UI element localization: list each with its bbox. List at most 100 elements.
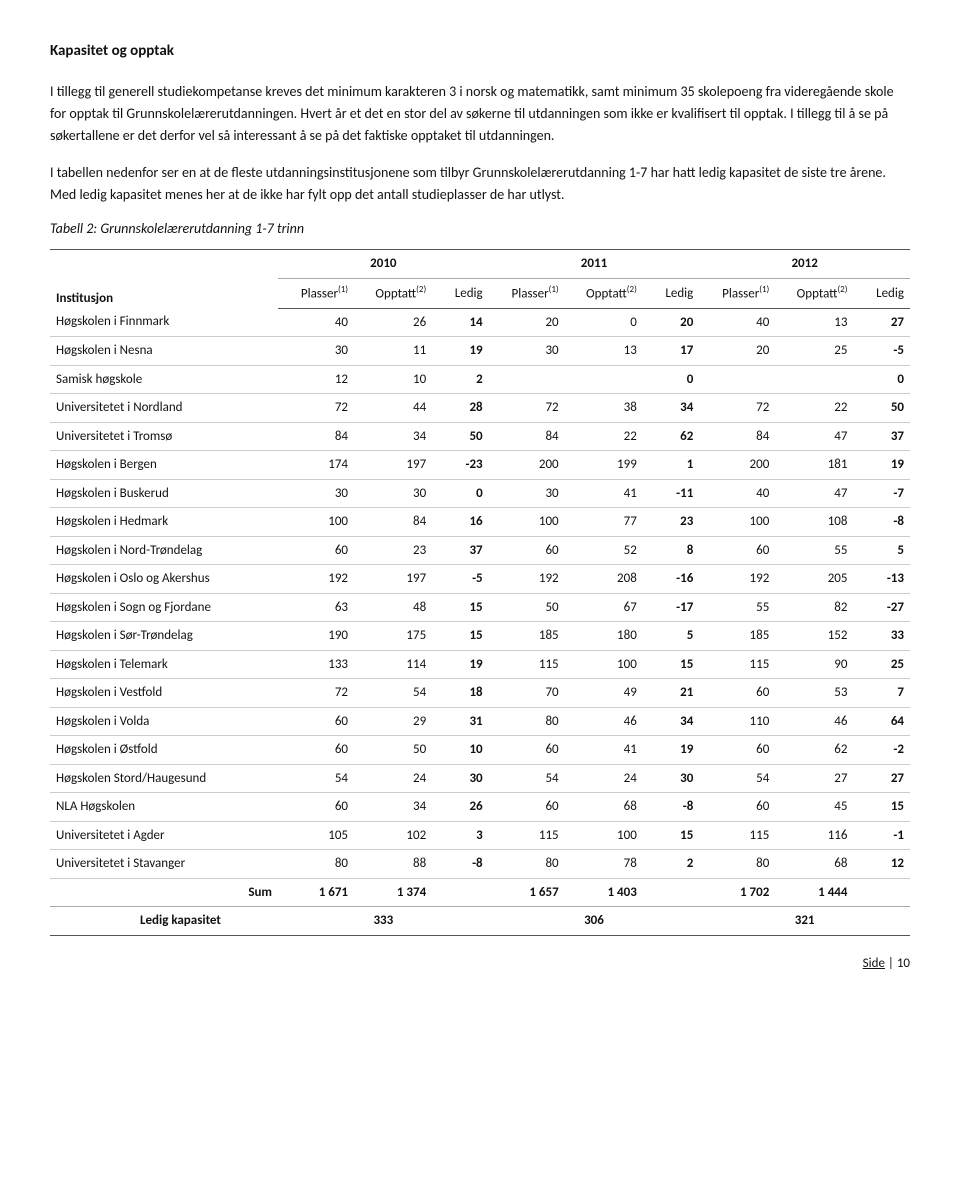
table-row: Høgskolen i Oslo og Akershus192197-51922… (50, 565, 910, 594)
cell-value: 15 (432, 593, 488, 622)
cell-value: 0 (853, 365, 910, 394)
cell-value: 90 (775, 650, 853, 679)
cell-institution: Høgskolen i Sør-Trøndelag (50, 622, 278, 651)
cell-ledig-value: 333 (278, 907, 489, 936)
table-row: Universitetet i Stavanger8088-8807828068… (50, 850, 910, 879)
cell-sum-value: 1 671 (278, 878, 354, 907)
cell-value: 60 (278, 707, 354, 736)
cell-value: -16 (643, 565, 699, 594)
cell-value: 14 (432, 308, 488, 337)
cell-value: 174 (278, 451, 354, 480)
cell-value: 84 (354, 508, 432, 537)
table-row: Høgskolen i Buskerud303003041-114047-7 (50, 479, 910, 508)
table-row: Høgskolen Stord/Haugesund542430542430542… (50, 764, 910, 793)
cell-value: 50 (354, 736, 432, 765)
cell-institution: Høgskolen i Finnmark (50, 308, 278, 337)
cell-value: 48 (354, 593, 432, 622)
cell-value: 200 (489, 451, 565, 480)
table-row: Høgskolen i Hedmark10084161007723100108-… (50, 508, 910, 537)
cell-value: 100 (278, 508, 354, 537)
cell-value: 115 (489, 821, 565, 850)
cell-value: 37 (853, 422, 910, 451)
cell-value: 60 (699, 536, 775, 565)
cell-value: 60 (489, 793, 565, 822)
cell-value: 192 (278, 565, 354, 594)
cell-value: 17 (643, 337, 699, 366)
footer-sep: | (885, 956, 897, 971)
cell-value: 114 (354, 650, 432, 679)
cell-value: 50 (489, 593, 565, 622)
col-ledig: Ledig (643, 278, 699, 308)
cell-value: -7 (853, 479, 910, 508)
cell-value: 102 (354, 821, 432, 850)
cell-value (489, 365, 565, 394)
table-row: Universitetet i Tromsø843450842262844737 (50, 422, 910, 451)
cell-value: -23 (432, 451, 488, 480)
table-row-sum: Sum1 6711 3741 6571 4031 7021 444 (50, 878, 910, 907)
col-opptatt: Opptatt(2) (354, 278, 432, 308)
cell-value: 192 (489, 565, 565, 594)
cell-value: 0 (565, 308, 643, 337)
cell-value: 60 (699, 736, 775, 765)
cell-value: 45 (775, 793, 853, 822)
col-plasser: Plasser(1) (489, 278, 565, 308)
cell-value: 108 (775, 508, 853, 537)
cell-institution: Universitetet i Tromsø (50, 422, 278, 451)
cell-value: 100 (489, 508, 565, 537)
cell-value: 62 (643, 422, 699, 451)
cell-value: 82 (775, 593, 853, 622)
cell-value: 60 (699, 793, 775, 822)
cell-value (699, 365, 775, 394)
cell-value: 175 (354, 622, 432, 651)
cell-value: 80 (699, 850, 775, 879)
cell-value: 181 (775, 451, 853, 480)
cell-value: 54 (278, 764, 354, 793)
cell-value: 34 (643, 394, 699, 423)
table-row: Universitetet i Nordland7244287238347222… (50, 394, 910, 423)
cell-value: -27 (853, 593, 910, 622)
cell-value: 20 (643, 308, 699, 337)
cell-value: 30 (643, 764, 699, 793)
page-footer: Side | 10 (50, 954, 910, 974)
cell-institution: Høgskolen i Oslo og Akershus (50, 565, 278, 594)
cell-value: 60 (489, 736, 565, 765)
cell-value: 55 (775, 536, 853, 565)
cell-value: 100 (699, 508, 775, 537)
cell-value: 60 (278, 536, 354, 565)
table-row-ledig: Ledig kapasitet333306321 (50, 907, 910, 936)
cell-value: 31 (432, 707, 488, 736)
cell-value: 11 (354, 337, 432, 366)
cell-value: 72 (699, 394, 775, 423)
cell-value: 20 (699, 337, 775, 366)
cell-value: 54 (699, 764, 775, 793)
cell-ledig-label: Ledig kapasitet (50, 907, 278, 936)
cell-value: 77 (565, 508, 643, 537)
cell-ledig-value: 321 (699, 907, 910, 936)
cell-institution: Høgskolen Stord/Haugesund (50, 764, 278, 793)
cell-value: -8 (432, 850, 488, 879)
cell-value: 200 (699, 451, 775, 480)
table-row: Høgskolen i Volda6029318046341104664 (50, 707, 910, 736)
cell-institution: Universitetet i Stavanger (50, 850, 278, 879)
col-institution: Institusjon (50, 250, 278, 308)
cell-value: 20 (489, 308, 565, 337)
cell-value: 27 (853, 764, 910, 793)
cell-institution: NLA Høgskolen (50, 793, 278, 822)
cell-value: 84 (699, 422, 775, 451)
cell-value: 7 (853, 679, 910, 708)
cell-value: 152 (775, 622, 853, 651)
cell-institution: Høgskolen i Buskerud (50, 479, 278, 508)
cell-value: 78 (565, 850, 643, 879)
cell-value: 5 (643, 622, 699, 651)
cell-value: 0 (432, 479, 488, 508)
cell-value: 47 (775, 479, 853, 508)
cell-value: 60 (699, 679, 775, 708)
cell-value: 23 (643, 508, 699, 537)
cell-institution: Høgskolen i Nesna (50, 337, 278, 366)
cell-value: 110 (699, 707, 775, 736)
cell-value: 185 (489, 622, 565, 651)
col-plasser: Plasser(1) (278, 278, 354, 308)
cell-value: 10 (354, 365, 432, 394)
body-paragraph: I tillegg til generell studiekompetanse … (50, 81, 910, 146)
cell-value: 49 (565, 679, 643, 708)
